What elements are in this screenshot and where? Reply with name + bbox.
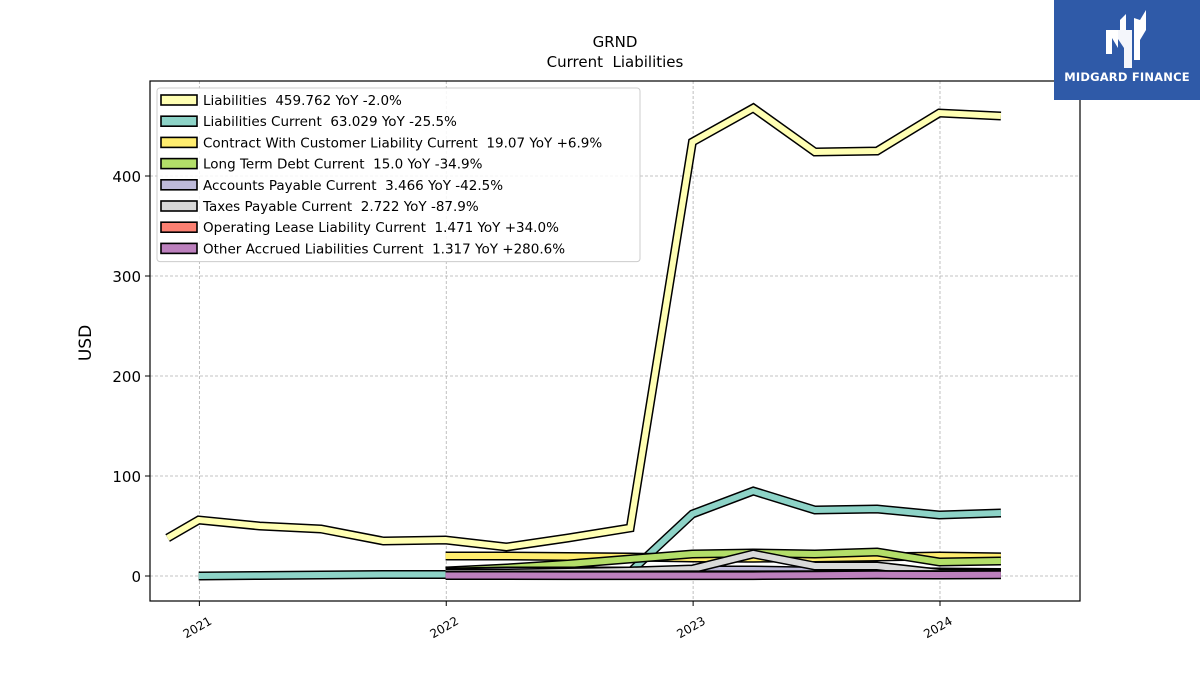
legend-item: Operating Lease Liability Current 1.471 … [160, 220, 559, 236]
chart-title: GRND [593, 33, 638, 51]
legend-swatch [160, 242, 198, 255]
x-tick-label: 2023 [674, 614, 707, 641]
legend-swatch [160, 200, 198, 212]
series-line [445, 547, 1001, 576]
legend: Liabilities 459.762 YoY -2.0% Liabilities… [156, 87, 641, 263]
legend-label: Accounts Payable Current 3.466 YoY -42.5… [203, 178, 503, 194]
y-tick-label: 200 [112, 368, 141, 386]
legend-swatch [160, 136, 198, 149]
y-tick-label: 0 [131, 568, 141, 586]
legend-swatch [160, 221, 198, 233]
y-tick-label: 300 [112, 268, 141, 286]
legend-label: Taxes Payable Current 2.722 YoY -87.9% [202, 199, 479, 215]
legend-swatch [160, 94, 198, 106]
y-tick-label: 100 [112, 468, 141, 486]
legend-item: Accounts Payable Current 3.466 YoY -42.5… [160, 178, 503, 194]
legend-label: Other Accrued Liabilities Current 1.317 … [203, 241, 565, 257]
legend-item: Liabilities Current 63.029 YoY -25.5% [160, 114, 457, 130]
series-line [445, 570, 1001, 581]
legend-item: Long Term Debt Current 15.0 YoY -34.9% [160, 157, 483, 173]
legend-item: Other Accrued Liabilities Current 1.317 … [160, 241, 565, 257]
x-tick-label: 2022 [428, 614, 461, 641]
series-line-stroke [445, 548, 1001, 574]
legend-label: Contract With Customer Liability Current… [203, 135, 602, 151]
x-tick-label: 2024 [921, 614, 954, 641]
legend-box [156, 87, 641, 263]
x-tick-label: 2021 [181, 614, 214, 641]
legend-swatch [160, 115, 198, 127]
legend-label: Liabilities Current 63.029 YoY -25.5% [203, 114, 457, 130]
legend-item: Taxes Payable Current 2.722 YoY -87.9% [160, 199, 479, 215]
legend-label: Liabilities 459.762 YoY -2.0% [203, 93, 402, 109]
midgard-logo-icon [1106, 10, 1146, 68]
legend-item: Liabilities 459.762 YoY -2.0% [160, 93, 402, 109]
y-axis-label: USD [76, 325, 96, 361]
series-line [165, 102, 1002, 552]
legend-item: Contract With Customer Liability Current… [160, 135, 602, 151]
series-line-stroke [445, 571, 1001, 579]
midgard-finance-logo: MIDGARD FINANCE [1054, 0, 1200, 100]
legend-swatch [160, 179, 198, 191]
legend-swatch [160, 157, 198, 170]
y-tick-label: 400 [112, 168, 141, 186]
series-line-stroke [166, 104, 1002, 551]
chart-subtitle: Current Liabilities [547, 53, 684, 71]
legend-label: Long Term Debt Current 15.0 YoY -34.9% [203, 157, 483, 173]
plot-frame [149, 80, 1081, 602]
logo-text: MIDGARD FINANCE [1064, 70, 1190, 84]
legend-label: Operating Lease Liability Current 1.471 … [203, 220, 559, 236]
series-lines [165, 102, 1002, 581]
